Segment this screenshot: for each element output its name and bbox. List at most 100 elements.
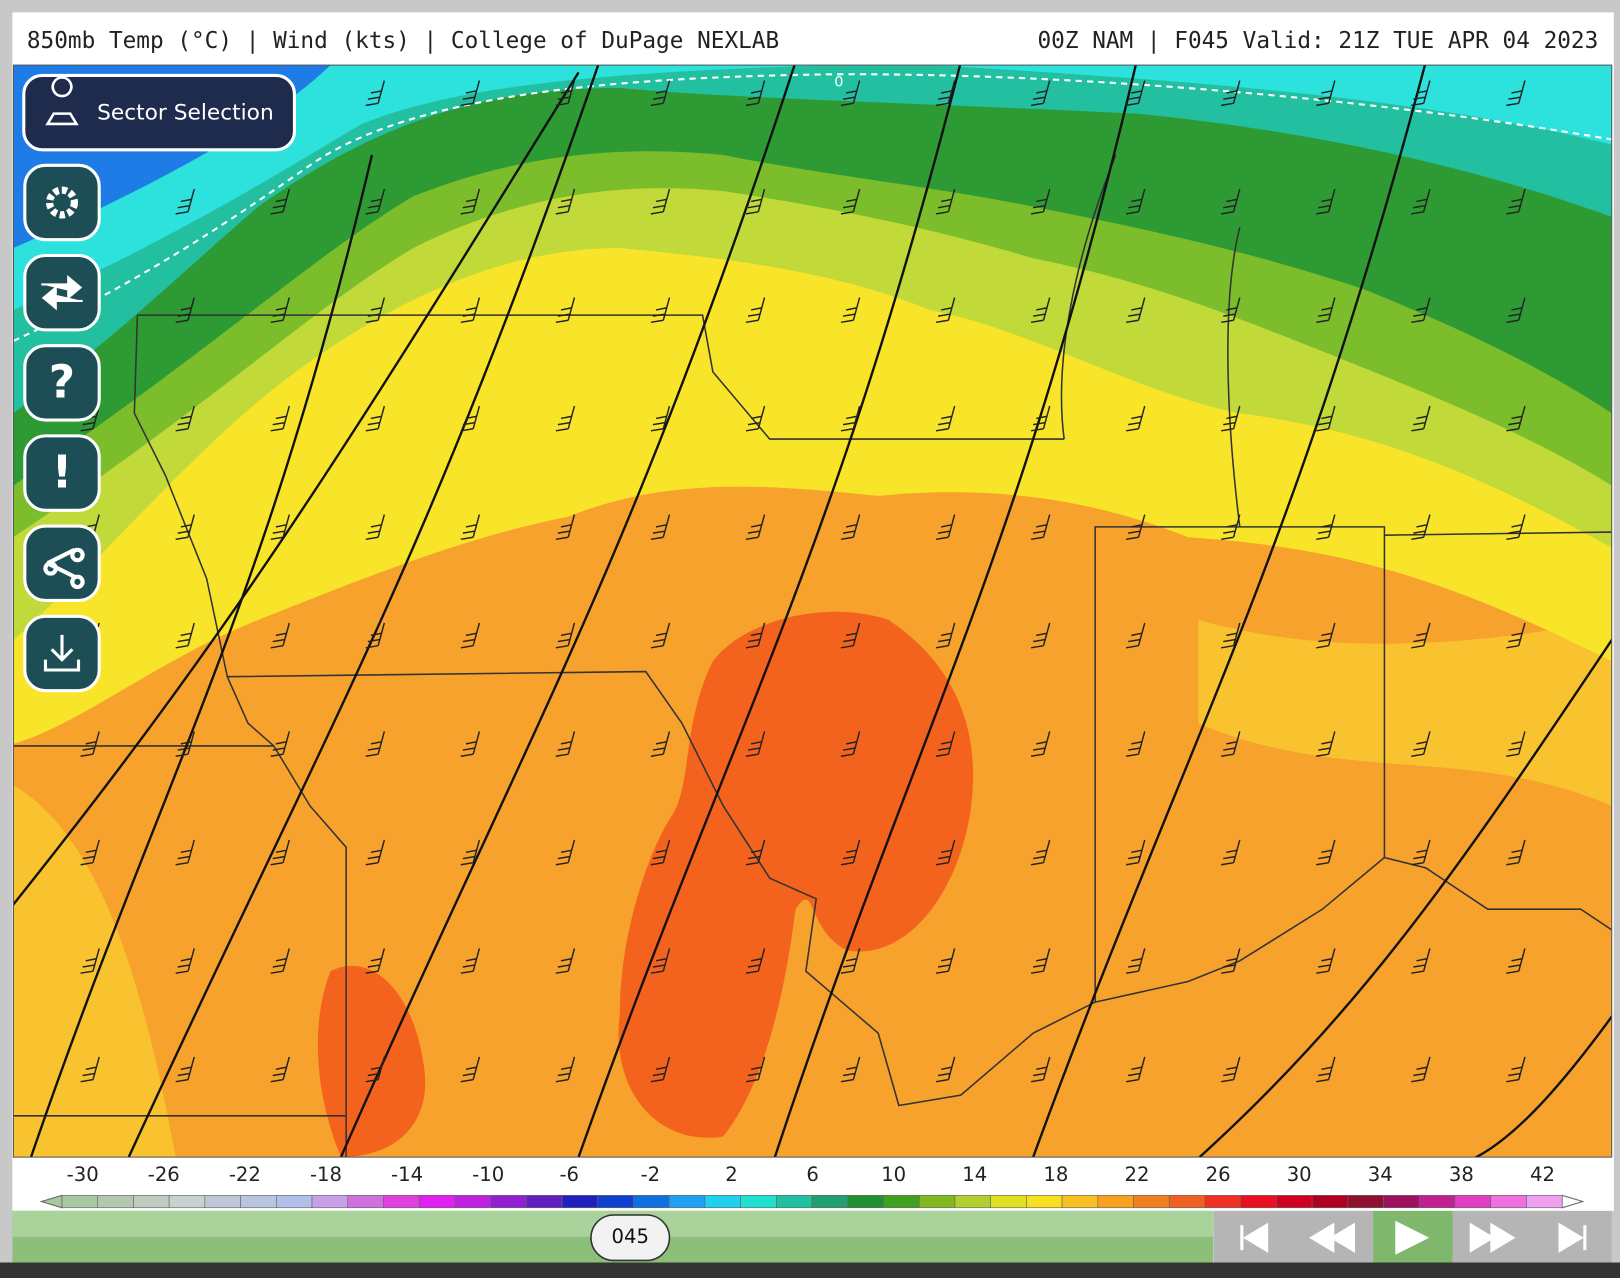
barb (175, 731, 195, 757)
knob[interactable] (590, 1214, 671, 1262)
barb (1126, 188, 1146, 215)
tool-button[interactable]: ? (23, 344, 101, 422)
barb (365, 405, 386, 432)
barb (745, 405, 766, 432)
map-border (12, 64, 1613, 1158)
border (1384, 531, 1612, 536)
tool-button[interactable]: ! (23, 434, 101, 512)
colorbar-swatch (633, 1195, 670, 1209)
barb (840, 731, 861, 757)
barb (1221, 1056, 1241, 1083)
barb (1411, 514, 1431, 541)
border (137, 314, 1065, 440)
tool-button-bg[interactable] (23, 344, 101, 422)
colorbar: -30 -26 -22 -18 -14 -10 -6 -2 2 6 10 14 18 22 26 30 34 38… (12, 1159, 1614, 1211)
colorbar-swatch (1526, 1195, 1563, 1209)
barb (840, 622, 861, 649)
barb (1126, 297, 1146, 324)
colorbar-swatch (776, 1195, 813, 1209)
state-borders (13, 154, 1612, 1158)
tool-buttons: ?! (23, 163, 101, 693)
barb (1506, 80, 1526, 107)
tool-button-bg[interactable] (23, 434, 101, 512)
barb (745, 622, 766, 649)
control-icon[interactable] (1240, 1222, 1269, 1253)
sector-button-bg[interactable] (22, 73, 297, 152)
contour (773, 65, 1137, 1158)
border (1060, 154, 1241, 527)
barb (1030, 1056, 1051, 1083)
colorbar-swatch (1276, 1195, 1313, 1209)
barb (1126, 514, 1146, 541)
barb (175, 1056, 195, 1083)
colorbar-swatch (1383, 1195, 1420, 1209)
colorbar-label: 14 (962, 1163, 987, 1186)
colorbar-label: 26 (1206, 1163, 1231, 1186)
temp-fill (13, 619, 1612, 1158)
barb (1221, 297, 1241, 324)
sector-button[interactable]: Sector Selection (22, 73, 297, 152)
wind-barbs (80, 80, 1526, 1083)
barb (1030, 188, 1051, 215)
tool-button-bg[interactable] (23, 524, 101, 603)
alert-icon[interactable]: ! (52, 446, 73, 499)
colorbar-swatch (347, 1195, 384, 1209)
control-icon[interactable] (1309, 1222, 1355, 1253)
barb (1506, 297, 1526, 324)
barb (1411, 405, 1431, 432)
barb (1030, 839, 1051, 866)
barb (745, 514, 766, 541)
colorbar-swatch (1204, 1195, 1241, 1209)
barb (935, 839, 956, 866)
barb (1316, 731, 1336, 757)
frame-knob[interactable]: 045 (590, 1214, 671, 1262)
colorbar-swatch (204, 1195, 241, 1209)
barb (270, 405, 290, 432)
tool-button-bg[interactable] (23, 163, 101, 242)
barb (365, 948, 386, 974)
contour (1032, 65, 1427, 1158)
barb (1411, 731, 1431, 757)
colorbar-swatch (1097, 1195, 1134, 1209)
barb (365, 622, 386, 649)
barb (650, 839, 671, 866)
frame-number[interactable]: 045 (612, 1225, 649, 1248)
colorbar-swatch (383, 1195, 420, 1209)
colorbar-swatch (418, 1195, 456, 1209)
tool-button-bg[interactable] (23, 253, 101, 332)
barb (1316, 839, 1336, 866)
tool-button[interactable] (23, 614, 101, 693)
tool-button[interactable] (23, 253, 101, 332)
barb (1221, 731, 1241, 757)
barb (555, 188, 576, 215)
control-icon[interactable] (1469, 1222, 1516, 1253)
barb (270, 188, 290, 215)
colorbar-swatch (740, 1195, 777, 1209)
barb (840, 1056, 861, 1083)
barb (650, 948, 671, 974)
colorbar-swatch (1240, 1195, 1277, 1209)
barb (175, 839, 195, 866)
contour (339, 65, 796, 1158)
barb (1316, 514, 1336, 541)
help-icon[interactable]: ? (49, 355, 75, 408)
barb (270, 839, 290, 866)
barb (840, 405, 861, 432)
control-icon[interactable] (1395, 1220, 1430, 1255)
barb (1030, 80, 1051, 107)
tool-button[interactable] (23, 163, 101, 242)
barb (650, 188, 671, 215)
barb (1506, 731, 1526, 757)
colorbar-swatch (168, 1195, 206, 1209)
barb (935, 514, 956, 541)
control-icon[interactable] (1558, 1222, 1587, 1253)
barb (460, 405, 481, 432)
colorbar-swatch (61, 1195, 99, 1209)
barb (1316, 188, 1336, 215)
barb (1221, 188, 1241, 215)
tool-button[interactable] (23, 524, 101, 603)
barb (555, 80, 576, 107)
sector-button-label[interactable]: Sector Selection (97, 101, 274, 126)
barb (460, 731, 481, 757)
barb (460, 514, 481, 541)
